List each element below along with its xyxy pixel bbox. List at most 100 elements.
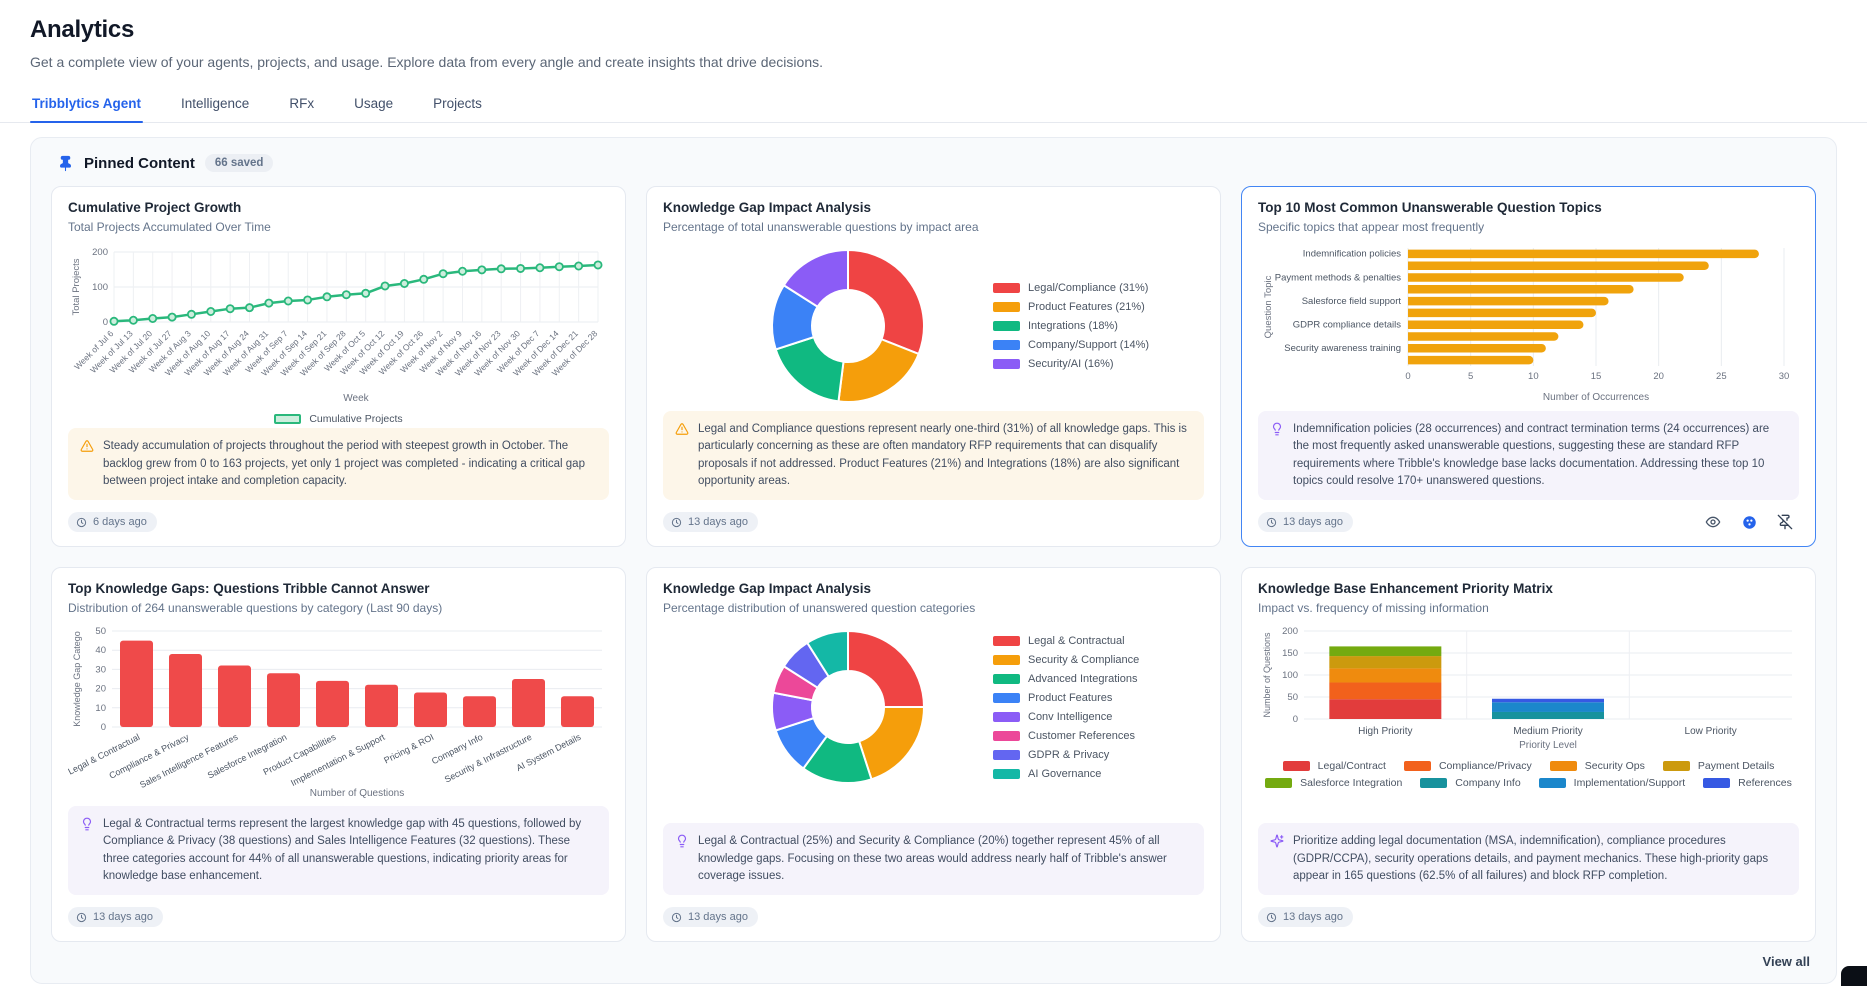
svg-text:200: 200: [1282, 626, 1298, 637]
svg-text:Total Projects: Total Projects: [71, 258, 82, 315]
pinned-content-title: Pinned Content: [84, 154, 195, 172]
legend-item: Legal/Contract: [1282, 760, 1386, 772]
tab-bar: Tribblytics Agent Intelligence RFx Usage…: [0, 86, 1867, 123]
pinned-content-panel: Pinned Content 66 saved Cumulative Proje…: [30, 137, 1837, 984]
cumulative-project-growth-chart: 0 100 200 Total Projects Week of Jul 6 Week o…: [68, 242, 609, 425]
svg-text:150: 150: [1282, 648, 1298, 659]
card-knowledge-gap-category-analysis[interactable]: Knowledge Gap Impact Analysis Percentage…: [646, 567, 1221, 942]
timestamp-badge: 13 days ago: [663, 512, 758, 532]
svg-text:10: 10: [95, 703, 106, 714]
insight-text: Indemnification policies (28 occurrences…: [1293, 423, 1770, 487]
view-eye-button[interactable]: [1699, 510, 1727, 534]
clock-icon: [671, 912, 682, 922]
svg-text:GDPR compliance details: GDPR compliance details: [1293, 319, 1401, 330]
card-top-10-unanswerable-topics[interactable]: Top 10 Most Common Unanswerable Question…: [1241, 186, 1816, 547]
card-priority-matrix[interactable]: Knowledge Base Enhancement Priority Matr…: [1241, 567, 1816, 942]
timestamp-badge: 13 days ago: [68, 907, 163, 927]
legend-item: Security Ops: [1549, 760, 1645, 772]
svg-text:0: 0: [101, 722, 106, 733]
insight-box: Prioritize adding legal documentation (M…: [1258, 823, 1799, 895]
panel-footer: View all: [51, 954, 1816, 969]
legend-item: Advanced Integrations: [993, 673, 1139, 685]
svg-text:Indemnification policies: Indemnification policies: [1303, 249, 1401, 260]
svg-text:Number of Occurrences: Number of Occurrences: [1543, 392, 1649, 403]
card-subtitle: Percentage of total unanswerable questio…: [663, 220, 979, 234]
pin-icon: [57, 155, 74, 172]
legend-item: Implementation/Support: [1538, 777, 1685, 789]
card-title: Knowledge Gap Impact Analysis: [663, 200, 872, 215]
svg-text:200: 200: [92, 247, 108, 258]
card-cumulative-project-growth[interactable]: Cumulative Project Growth Total Projects…: [51, 186, 626, 547]
svg-text:50: 50: [95, 626, 106, 637]
svg-text:Priority Level: Priority Level: [1519, 740, 1577, 751]
pinned-cards-grid: Cumulative Project Growth Total Projects…: [51, 186, 1816, 942]
svg-text:10: 10: [1528, 371, 1539, 382]
card-title: Knowledge Base Enhancement Priority Matr…: [1258, 581, 1553, 596]
timestamp-badge: 13 days ago: [1258, 512, 1353, 532]
tab-rfx[interactable]: RFx: [289, 96, 315, 111]
svg-text:Question Topic: Question Topic: [1263, 275, 1274, 338]
card-top-knowledge-gaps[interactable]: Top Knowledge Gaps: Questions Tribble Ca…: [51, 567, 626, 942]
card-subtitle: Total Projects Accumulated Over Time: [68, 220, 271, 234]
insight-text: Legal and Compliance questions represent…: [698, 423, 1187, 487]
legend-item: Customer References: [993, 730, 1139, 742]
svg-text:0: 0: [1405, 371, 1410, 382]
tab-usage[interactable]: Usage: [354, 96, 394, 111]
legend-item: Product Features (21%): [993, 301, 1149, 313]
chat-widget-button[interactable]: [1841, 966, 1867, 986]
lightbulb-icon: [675, 834, 689, 885]
card-subtitle: Impact vs. frequency of missing informat…: [1258, 601, 1489, 615]
tab-tribblytics-agent[interactable]: Tribblytics Agent: [30, 86, 144, 123]
timestamp-badge: 13 days ago: [663, 907, 758, 927]
tab-projects[interactable]: Projects: [433, 96, 482, 111]
card-footer: 13 days ago: [1258, 905, 1799, 929]
svg-text:0: 0: [103, 317, 108, 328]
priority-matrix-stacked-bar-chart: 0 50 100 150 200 High Priority Medium Priority…: [1258, 623, 1799, 789]
unpin-button[interactable]: [1771, 510, 1799, 534]
legend-item: Legal & Contractual: [993, 635, 1139, 647]
insight-box: Steady accumulation of projects througho…: [68, 428, 609, 500]
svg-text:15: 15: [1591, 371, 1602, 382]
svg-text:Week: Week: [343, 393, 369, 404]
page-header: Analytics Get a complete view of your ag…: [0, 0, 1867, 70]
card-knowledge-gap-impact-analysis[interactable]: Knowledge Gap Impact Analysis Percentage…: [646, 186, 1221, 547]
tab-intelligence[interactable]: Intelligence: [181, 96, 250, 111]
svg-text:0: 0: [1293, 714, 1298, 725]
svg-text:5: 5: [1468, 371, 1473, 382]
svg-text:Number of Questions: Number of Questions: [1262, 632, 1272, 718]
card-subtitle: Distribution of 264 unanswerable questio…: [68, 601, 443, 615]
insight-box: Legal & Contractual (25%) and Security &…: [663, 823, 1204, 895]
view-all-button[interactable]: View all: [1762, 954, 1810, 969]
svg-text:20: 20: [95, 684, 106, 695]
svg-text:30: 30: [1779, 371, 1790, 382]
eye-icon: [1705, 516, 1721, 528]
svg-text:Payment methods & penalties: Payment methods & penalties: [1275, 272, 1401, 283]
card-footer: 13 days ago: [663, 510, 1204, 534]
legend-item: Legal/Compliance (31%): [993, 282, 1149, 294]
card-title: Cumulative Project Growth: [68, 200, 242, 215]
insight-text: Prioritize adding legal documentation (M…: [1293, 835, 1769, 882]
svg-text:Pricing & ROI: Pricing & ROI: [382, 732, 435, 766]
chart-legend: Legal/Compliance (31%) Product Features (…: [993, 282, 1153, 370]
pin-off-icon: [1777, 514, 1793, 530]
card-footer: 13 days ago: [663, 905, 1204, 929]
theme-palette-button[interactable]: [1735, 510, 1763, 534]
svg-text:Knowledge Gap Catego: Knowledge Gap Catego: [72, 631, 82, 727]
timestamp-badge: 13 days ago: [1258, 907, 1353, 927]
warning-icon: [675, 422, 689, 490]
svg-text:Compliance & Privacy: Compliance & Privacy: [107, 732, 190, 781]
page-subtitle: Get a complete view of your agents, proj…: [30, 54, 823, 70]
legend-item: Company Info: [1420, 777, 1521, 789]
legend-item: Security & Compliance: [993, 654, 1139, 666]
svg-text:Low Priority: Low Priority: [1685, 726, 1737, 737]
legend-item: Product Features: [993, 692, 1139, 704]
unanswerable-topics-bar-chart: 0 5 10 15 20 25 30 Indemnification policies Paym…: [1258, 242, 1799, 411]
legend-item: Compliance/Privacy: [1403, 760, 1532, 772]
card-footer: 13 days ago: [68, 905, 609, 929]
insight-box: Legal and Compliance questions represent…: [663, 411, 1204, 500]
svg-text:Implementation & Support: Implementation & Support: [289, 732, 387, 788]
clock-icon: [1266, 517, 1277, 527]
legend-item: Salesforce Integration: [1265, 777, 1402, 789]
svg-text:High Priority: High Priority: [1358, 726, 1412, 737]
clock-icon: [1266, 912, 1277, 922]
